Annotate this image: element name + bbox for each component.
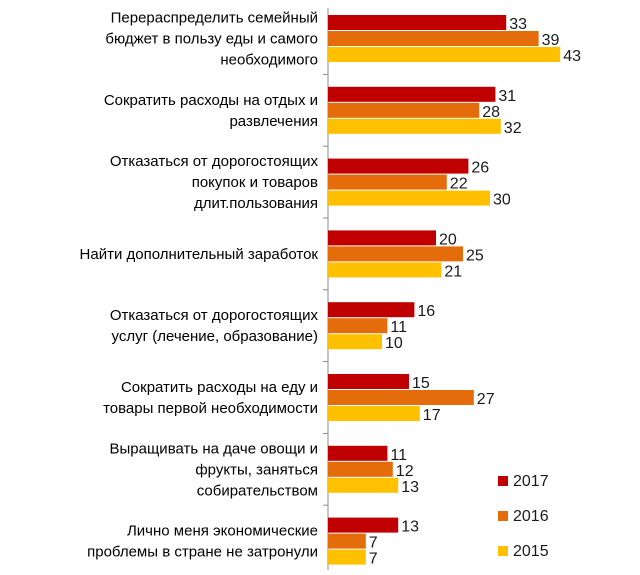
data-label: 11 bbox=[390, 447, 407, 464]
legend-swatch bbox=[498, 511, 508, 521]
data-label: 11 bbox=[390, 319, 407, 336]
category-label-line: проблемы в стране не затронули bbox=[87, 544, 318, 561]
bar-2016 bbox=[328, 318, 388, 334]
category-label-line: длит.пользования bbox=[194, 195, 318, 212]
category-label: Выращивать на даче овощи и фрукты, занять… bbox=[110, 440, 319, 499]
category-label-line: товары первой необходимости bbox=[103, 400, 318, 417]
data-label: 13 bbox=[401, 479, 419, 496]
legend-label: 2016 bbox=[513, 508, 549, 525]
bar-2016 bbox=[328, 390, 474, 405]
legend-swatch bbox=[498, 476, 508, 486]
data-label: 13 bbox=[401, 519, 419, 536]
bar-2017 bbox=[328, 374, 409, 389]
category-label-line: Найти дополнительный заработок bbox=[80, 246, 319, 263]
bar-2016 bbox=[328, 31, 539, 46]
bar-2016 bbox=[328, 102, 480, 118]
bar-2017 bbox=[328, 86, 496, 102]
data-label: 26 bbox=[471, 160, 489, 177]
category-label: Отказаться от дорогостоящих покупок и тов… bbox=[110, 153, 319, 212]
data-label: 28 bbox=[482, 104, 500, 121]
bar-2015 bbox=[328, 262, 442, 278]
category-label-line: Сократить расходы на еду и bbox=[121, 379, 318, 396]
data-label: 25 bbox=[466, 247, 484, 264]
category-label: Отказаться от дорогостоящих услуг (лечени… bbox=[110, 307, 319, 345]
category-label: Лично меня экономические проблемы в стран… bbox=[87, 523, 318, 561]
category-label-line: Отказаться от дорогостоящих bbox=[110, 307, 319, 324]
bar-2015 bbox=[328, 190, 490, 206]
category-label-line: Сократить расходы на отдых и bbox=[104, 92, 318, 109]
category-label-line: развлечения bbox=[229, 113, 318, 130]
legend-label: 2017 bbox=[513, 473, 549, 490]
data-label: 33 bbox=[509, 16, 527, 33]
data-label: 16 bbox=[417, 303, 435, 320]
legend-swatch bbox=[498, 546, 508, 556]
category-label-line: Лично меня экономические bbox=[127, 523, 318, 540]
bar-2016 bbox=[328, 533, 366, 549]
bar-2017 bbox=[328, 15, 507, 30]
data-label: 20 bbox=[439, 231, 457, 248]
data-label: 43 bbox=[563, 48, 581, 65]
category-label-line: Выращивать на даче овощи и bbox=[110, 440, 319, 457]
data-label: 31 bbox=[498, 88, 516, 105]
data-label: 22 bbox=[450, 176, 468, 193]
data-label: 30 bbox=[493, 192, 511, 209]
data-label: 7 bbox=[369, 535, 378, 552]
bar-2015 bbox=[328, 334, 382, 350]
bar-2015 bbox=[328, 549, 366, 565]
bar-2016 bbox=[328, 461, 393, 477]
category-label-line: собирательством bbox=[197, 482, 318, 499]
bar-2017 bbox=[328, 445, 388, 461]
category-label: Перераспределить семейный бюджет в пользу… bbox=[105, 10, 318, 69]
legend-label: 2015 bbox=[513, 543, 549, 560]
category-label: Сократить расходы на отдых и развлечения bbox=[104, 92, 318, 130]
data-label: 12 bbox=[396, 463, 414, 480]
bar-2017 bbox=[328, 517, 399, 533]
bar-2016 bbox=[328, 246, 463, 262]
category-label-line: бюджет в пользу еды и самого bbox=[105, 31, 318, 48]
category-label-line: фрукты, заняться bbox=[195, 461, 318, 478]
bar-2015 bbox=[328, 406, 420, 421]
category-label: Сократить расходы на еду и товары первой … bbox=[103, 379, 318, 417]
bar-2015 bbox=[328, 477, 399, 493]
data-label: 27 bbox=[477, 391, 495, 408]
category-label-line: необходимого bbox=[220, 52, 318, 69]
bar-2017 bbox=[328, 158, 469, 174]
data-label: 7 bbox=[369, 551, 378, 568]
category-label-line: Перераспределить семейный bbox=[111, 10, 318, 27]
category-label: Найти дополнительный заработок bbox=[80, 246, 319, 263]
data-label: 15 bbox=[412, 375, 430, 392]
bar-2017 bbox=[328, 302, 415, 318]
data-label: 32 bbox=[504, 120, 522, 137]
bar-2015 bbox=[328, 118, 501, 134]
category-label-line: услуг (лечение, образование) bbox=[112, 328, 318, 345]
data-label: 10 bbox=[385, 335, 403, 352]
bar-2016 bbox=[328, 174, 447, 190]
data-label: 21 bbox=[444, 263, 462, 280]
bar-2015 bbox=[328, 47, 561, 62]
data-label: 39 bbox=[542, 32, 560, 49]
category-label-line: покупок и товаров bbox=[192, 174, 318, 191]
category-label-line: Отказаться от дорогостоящих bbox=[110, 153, 319, 170]
bar-2017 bbox=[328, 230, 436, 246]
data-label: 17 bbox=[423, 407, 441, 424]
